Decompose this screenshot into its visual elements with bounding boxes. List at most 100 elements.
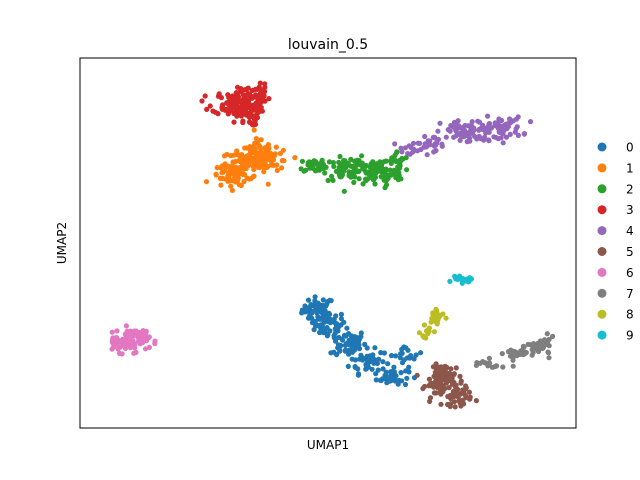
scatter-point <box>126 335 132 341</box>
scatter-point <box>435 317 441 323</box>
scatter-point <box>515 132 522 138</box>
scatter-point <box>265 142 271 148</box>
legend-marker-6 <box>597 267 607 277</box>
scatter-point <box>260 98 266 104</box>
scatter-point <box>432 382 438 389</box>
scatter-point <box>496 116 502 122</box>
legend-marker-4 <box>597 226 607 236</box>
scatter-point <box>256 142 262 148</box>
scatter-point <box>341 188 347 194</box>
legend-label-5: 5 <box>626 245 634 259</box>
scatter-point <box>274 162 280 168</box>
scatter-point <box>397 351 404 357</box>
scatter-point <box>388 160 394 166</box>
scatter-point <box>337 153 343 160</box>
scatter-point <box>299 158 305 164</box>
legend-marker-3 <box>597 205 607 215</box>
scatter-point <box>447 393 453 399</box>
scatter-point <box>510 363 516 369</box>
scatter-point <box>523 349 529 356</box>
scatter-point <box>405 151 411 157</box>
scatter-point <box>477 360 483 366</box>
scatter-point <box>383 158 389 164</box>
scatter-point <box>455 123 461 129</box>
scatter-point <box>420 385 426 392</box>
scatter-point <box>359 355 365 361</box>
points-layer <box>109 80 556 410</box>
legend-label-9: 9 <box>626 329 634 343</box>
scatter-point <box>435 128 441 134</box>
scatter-point <box>241 179 247 185</box>
scatter-point <box>468 276 474 282</box>
scatter-point <box>388 378 394 384</box>
scatter-point <box>322 170 328 176</box>
scatter-point <box>428 319 434 325</box>
scatter-point <box>254 110 260 116</box>
scatter-point <box>320 297 326 303</box>
scatter-point <box>398 145 404 151</box>
scatter-point <box>258 93 265 99</box>
scatter-point <box>422 133 428 140</box>
scatter-point <box>146 344 152 350</box>
scatter-point <box>265 151 271 157</box>
scatter-point <box>458 378 464 384</box>
scatter-point <box>466 389 472 395</box>
scatter-point <box>375 367 381 373</box>
scatter-point <box>431 329 437 335</box>
x-axis-label: UMAP1 <box>307 438 349 452</box>
scatter-point <box>403 345 409 351</box>
scatter-point <box>248 113 254 119</box>
scatter-point <box>410 140 417 146</box>
scatter-point <box>225 111 231 117</box>
scatter-point <box>434 140 440 146</box>
scatter-point <box>430 310 436 316</box>
scatter-point <box>399 378 405 384</box>
scatter-point <box>535 340 541 346</box>
scatter-point <box>392 377 398 383</box>
scatter-point <box>339 168 345 175</box>
scatter-point <box>225 92 231 98</box>
scatter-point <box>513 116 520 122</box>
scatter-point <box>240 119 246 126</box>
scatter-point <box>303 167 309 173</box>
scatter-point <box>235 175 241 181</box>
scatter-point <box>497 123 503 129</box>
scatter-point <box>123 323 129 329</box>
scatter-point <box>274 167 280 173</box>
scatter-point <box>138 335 144 341</box>
scatter-point <box>378 168 384 174</box>
scatter-point <box>448 123 454 129</box>
scatter-point <box>344 325 350 331</box>
scatter-point <box>329 173 335 179</box>
scatter-point <box>446 376 452 382</box>
scatter-point <box>345 363 351 369</box>
legend-marker-0 <box>597 142 607 152</box>
series-8-points <box>416 306 449 341</box>
scatter-point <box>421 322 428 328</box>
scatter-point <box>399 346 405 352</box>
scatter-point <box>202 93 208 99</box>
scatter-point <box>114 328 120 334</box>
legend-marker-5 <box>597 247 607 256</box>
scatter-point <box>333 168 339 174</box>
scatter-point <box>483 360 489 366</box>
scatter-point <box>479 123 485 129</box>
scatter-point <box>543 342 549 348</box>
scatter-point <box>433 361 439 367</box>
scatter-point <box>440 367 446 373</box>
scatter-point <box>246 91 253 97</box>
scatter-point <box>387 167 393 173</box>
scatter-point <box>320 324 326 330</box>
scatter-point <box>388 172 394 178</box>
scatter-point <box>241 160 247 166</box>
scatter-point <box>467 131 473 137</box>
legend-label-1: 1 <box>626 161 634 175</box>
scatter-point <box>308 302 314 308</box>
scatter-point <box>531 341 537 347</box>
scatter-point <box>273 144 279 150</box>
series-7-points <box>473 331 556 370</box>
scatter-point <box>330 177 336 183</box>
scatter-point <box>331 163 337 170</box>
scatter-point <box>399 155 405 162</box>
scatter-point <box>235 84 241 90</box>
